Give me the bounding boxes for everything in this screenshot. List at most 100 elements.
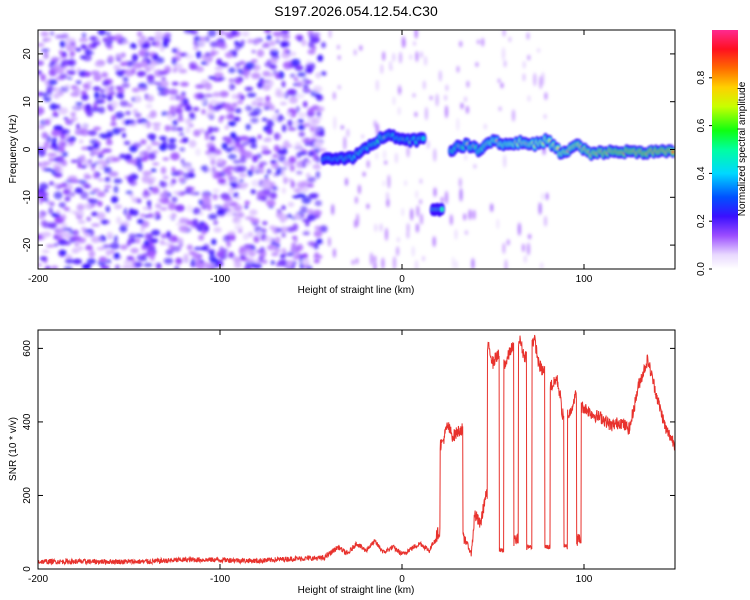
noise-streak <box>387 174 391 189</box>
noise-streak <box>386 197 390 208</box>
noise-blob <box>200 99 207 104</box>
noise-blob <box>281 205 286 211</box>
noise-blob <box>118 53 125 59</box>
noise-blob <box>204 35 210 43</box>
noise-blob <box>139 213 146 218</box>
noise-blob <box>77 210 85 216</box>
noise-blob <box>75 102 83 106</box>
noise-blob <box>313 140 323 148</box>
noise-streak <box>456 65 460 73</box>
noise-blob <box>293 238 299 243</box>
noise-streak <box>444 105 449 119</box>
noise-blob <box>208 213 218 220</box>
noise-blob <box>321 41 326 49</box>
noise-blob <box>67 175 78 181</box>
noise-streak <box>459 188 463 202</box>
noise-blob <box>209 135 216 141</box>
noise-blob <box>92 41 97 49</box>
noise-blob <box>113 252 121 260</box>
noise-blob <box>49 103 58 111</box>
noise-blob <box>313 128 322 132</box>
noise-blob <box>195 66 204 73</box>
noise-blob <box>132 174 139 180</box>
noise-blob <box>121 82 130 89</box>
noise-blob <box>188 251 197 255</box>
noise-blob <box>88 198 99 204</box>
noise-blob <box>143 262 153 268</box>
noise-blob <box>174 265 180 269</box>
noise-blob <box>80 90 87 96</box>
noise-blob <box>241 70 251 76</box>
noise-blob <box>123 207 128 216</box>
noise-blob <box>39 182 49 191</box>
noise-blob <box>199 36 206 42</box>
noise-blob <box>297 112 307 118</box>
noise-blob <box>245 123 251 131</box>
noise-blob <box>60 53 68 58</box>
noise-blob <box>59 73 68 80</box>
noise-blob <box>229 182 239 187</box>
noise-blob <box>53 165 61 174</box>
spectrogram-noise <box>38 30 549 269</box>
noise-blob <box>145 94 154 103</box>
noise-blob <box>47 152 58 157</box>
noise-streak <box>384 227 389 241</box>
noise-blob <box>138 50 146 57</box>
noise-blob <box>213 227 222 233</box>
noise-blob <box>104 40 112 48</box>
noise-blob <box>256 229 262 238</box>
noise-blob <box>148 186 153 190</box>
noise-blob <box>98 133 107 138</box>
x-tick-label: 100 <box>576 274 593 285</box>
noise-blob <box>52 183 60 188</box>
noise-blob <box>265 95 271 102</box>
noise-streak <box>389 66 393 71</box>
noise-blob <box>210 262 216 266</box>
noise-streak <box>419 199 423 205</box>
noise-blob <box>145 103 153 109</box>
noise-blob <box>188 139 197 148</box>
noise-blob <box>270 159 278 163</box>
noise-blob <box>96 212 106 220</box>
noise-blob <box>212 193 219 201</box>
noise-blob <box>295 34 304 41</box>
noise-blob <box>260 80 266 84</box>
noise-blob <box>270 245 279 251</box>
noise-blob <box>58 202 66 208</box>
noise-blob <box>142 253 149 257</box>
noise-blob <box>38 60 45 66</box>
noise-blob <box>170 152 180 161</box>
noise-blob <box>216 209 224 216</box>
noise-blob <box>312 209 322 216</box>
noise-blob <box>59 40 66 48</box>
noise-blob <box>174 169 185 177</box>
noise-streak <box>465 105 469 114</box>
noise-blob <box>251 72 261 80</box>
noise-streak <box>432 236 436 248</box>
noise-streak <box>463 213 467 221</box>
noise-streak <box>415 51 419 62</box>
noise-blob <box>319 225 328 233</box>
noise-streak <box>517 222 522 236</box>
colorbar-ticks: 0.0 0.2 0.4 0.6 0.8 <box>696 70 712 276</box>
noise-blob <box>287 119 293 127</box>
noise-blob <box>138 87 148 92</box>
noise-blob <box>168 215 176 219</box>
x-tick-label: 0 <box>399 574 405 585</box>
noise-blob <box>178 132 185 137</box>
noise-blob <box>291 242 297 249</box>
noise-blob <box>106 95 112 101</box>
noise-blob <box>248 250 256 257</box>
noise-blob <box>311 118 320 125</box>
noise-streak <box>412 41 417 46</box>
noise-blob <box>139 152 145 159</box>
noise-blob <box>192 218 199 227</box>
noise-blob <box>45 118 51 126</box>
noise-blob <box>144 214 149 218</box>
noise-blob <box>80 128 89 137</box>
noise-blob <box>264 236 273 243</box>
noise-blob <box>244 86 254 92</box>
noise-blob <box>278 155 286 163</box>
noise-blob <box>242 233 249 241</box>
noise-blob <box>243 150 253 159</box>
